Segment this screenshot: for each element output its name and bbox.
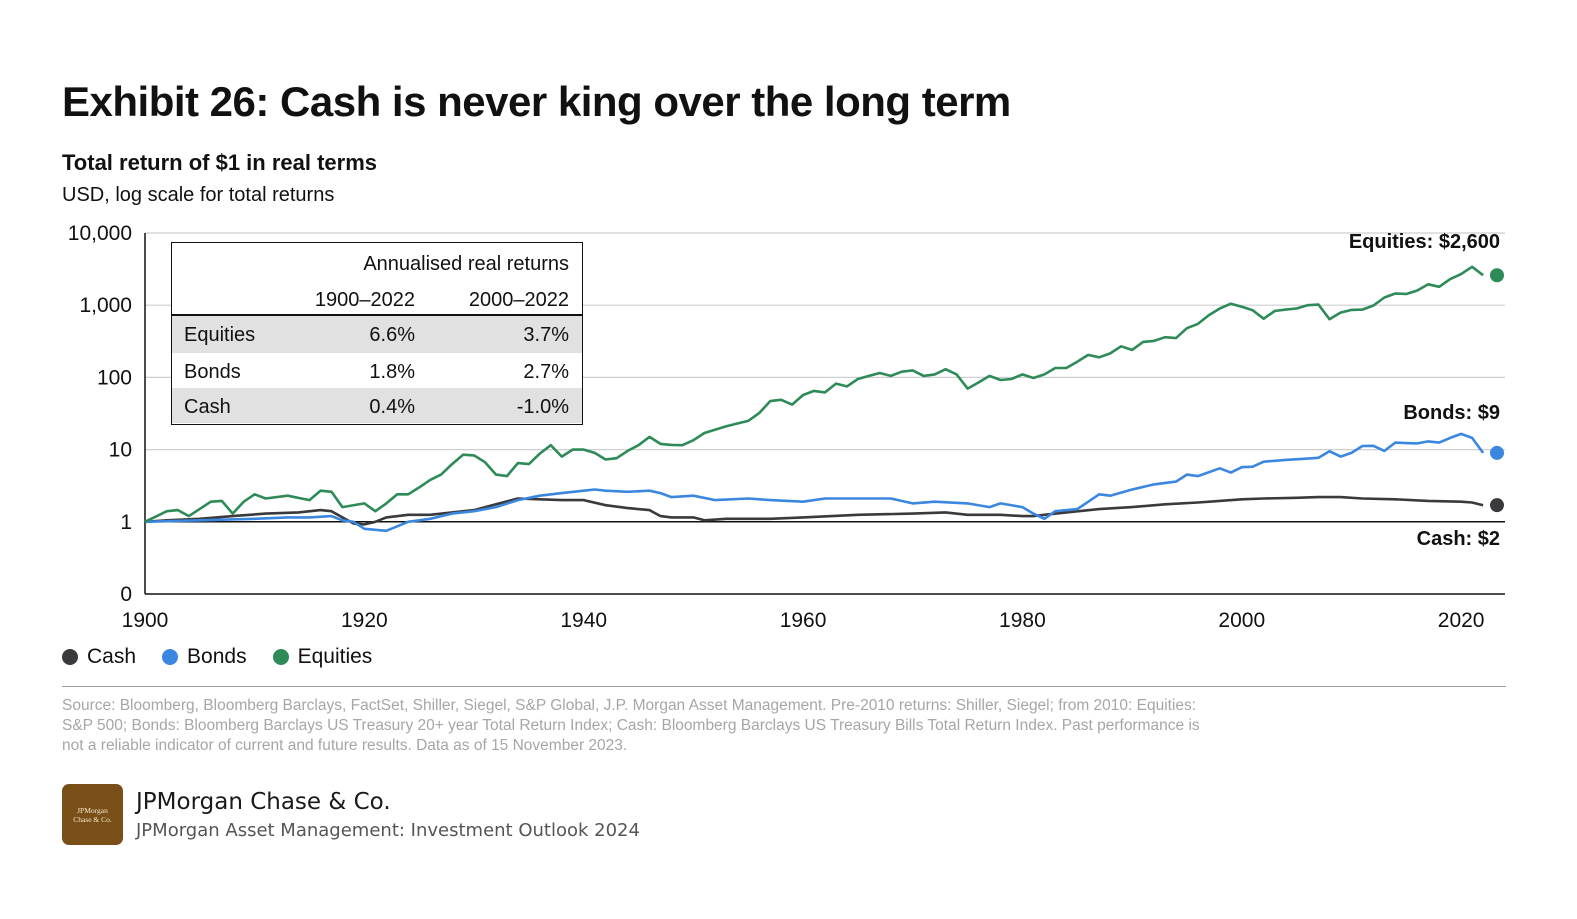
x-tick-label: 1980 xyxy=(999,609,1046,632)
series-line-bonds xyxy=(144,432,1485,533)
returns-table-row: Bonds 1.8% 2.7% xyxy=(172,353,582,390)
legend-label: Cash xyxy=(87,645,137,668)
row-value-1900: 6.6% xyxy=(369,324,415,346)
x-tick-label: 2020 xyxy=(1438,609,1485,632)
returns-table-col-1900: 1900–2022 xyxy=(314,289,415,311)
end-marker-cash xyxy=(1490,498,1504,513)
y-tick-label: 0 xyxy=(120,583,132,606)
returns-table: Annualised real returns 1900–2022 2000–2… xyxy=(171,242,583,425)
y-tick-label: 1 xyxy=(120,511,132,534)
legend-swatch xyxy=(162,649,179,665)
returns-table-divider xyxy=(172,314,582,316)
legend-label: Equities xyxy=(297,645,373,668)
row-value-1900: 0.4% xyxy=(369,396,415,418)
end-label-cash: Cash: $2 xyxy=(1417,528,1500,550)
row-value-2000: 3.7% xyxy=(523,324,569,346)
row-value-1900: 1.8% xyxy=(369,361,415,383)
source-note: Source: Bloomberg, Bloomberg Barclays, F… xyxy=(62,697,1200,754)
chart-subtitle: Total return of $1 in real terms xyxy=(62,150,378,175)
row-name: Equities xyxy=(184,324,256,346)
legend-item-bonds: Bonds xyxy=(162,645,247,669)
x-tick-label: 2000 xyxy=(1218,609,1265,632)
row-name: Bonds xyxy=(184,361,241,383)
legend-label: Bonds xyxy=(187,645,247,668)
returns-table-row: Equities 6.6% 3.7% xyxy=(172,316,582,353)
legend-item-cash: Cash xyxy=(62,645,136,669)
y-tick-label: 100 xyxy=(97,366,132,389)
chart-legend: Cash Bonds Equities xyxy=(62,645,372,669)
x-tick-label: 1940 xyxy=(560,609,607,632)
row-value-2000: -1.0% xyxy=(516,396,569,418)
footer-divider xyxy=(62,686,1506,687)
y-tick-label: 1,000 xyxy=(79,294,132,317)
row-value-2000: 2.7% xyxy=(523,361,569,383)
chart-units: USD, log scale for total returns xyxy=(62,184,335,206)
legend-item-equities: Equities xyxy=(272,645,373,669)
returns-table-row: Cash 0.4% -1.0% xyxy=(172,388,582,423)
end-label-bonds: Bonds: $9 xyxy=(1403,402,1500,424)
chart-title: Exhibit 26: Cash is never king over the … xyxy=(62,78,1011,125)
row-name: Cash xyxy=(184,396,231,418)
legend-swatch xyxy=(62,649,78,665)
end-marker-equities xyxy=(1490,268,1504,283)
returns-table-heading: Annualised real returns xyxy=(363,253,569,275)
x-tick-label: 1920 xyxy=(341,609,388,632)
brand-subtitle: JPMorgan Asset Management: Investment Ou… xyxy=(136,820,640,841)
x-tick-label: 1900 xyxy=(122,609,169,632)
end-label-equities: Equities: $2,600 xyxy=(1349,231,1500,253)
returns-table-col-2000: 2000–2022 xyxy=(468,289,569,311)
y-tick-label: 10 xyxy=(109,439,132,462)
y-tick-label: 10,000 xyxy=(68,222,132,245)
legend-swatch xyxy=(272,649,289,665)
x-tick-label: 1960 xyxy=(780,609,827,632)
end-marker-bonds xyxy=(1490,445,1504,460)
jpmorgan-logo: JPMorgan Chase & Co. xyxy=(62,784,123,845)
brand-name: JPMorgan Chase & Co. xyxy=(136,789,391,815)
series-line-equities xyxy=(144,265,1484,523)
